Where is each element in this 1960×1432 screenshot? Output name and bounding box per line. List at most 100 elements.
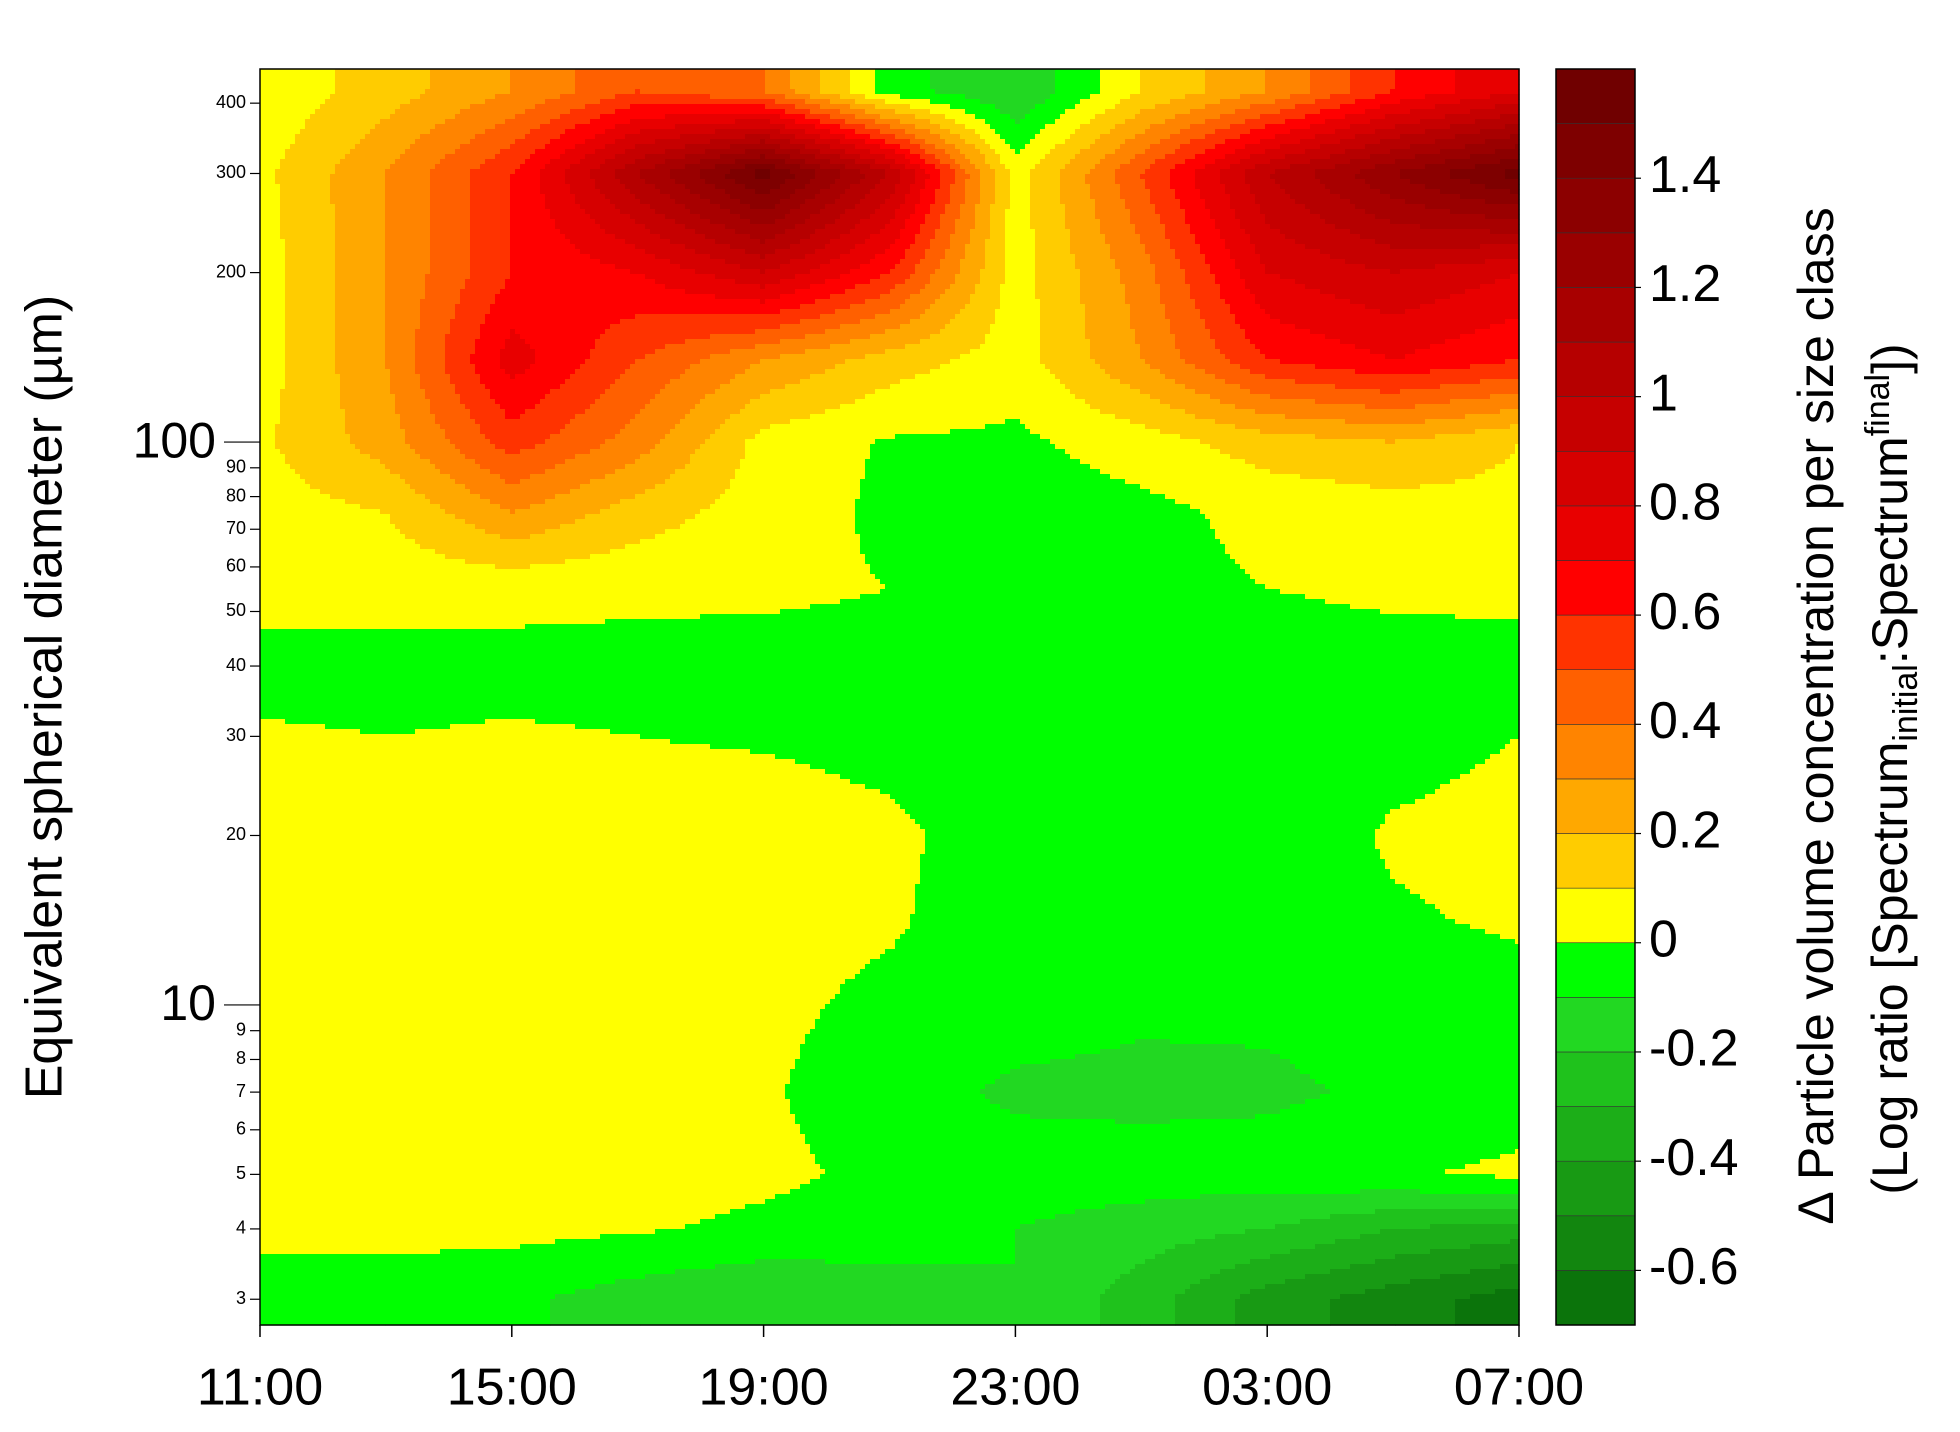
contour-cell (1250, 289, 1266, 295)
contour-cell (770, 134, 796, 140)
contour-cell (865, 354, 891, 360)
contour-cell (1260, 254, 1266, 260)
contour-cell (1015, 709, 1141, 715)
contour-cell (260, 1269, 386, 1275)
contour-cell (385, 1159, 511, 1165)
contour-cell (1420, 304, 1520, 310)
contour-cell (765, 654, 891, 660)
contour-cell (1405, 199, 1486, 205)
contour-cell (385, 834, 511, 840)
contour-cell (640, 464, 686, 470)
contour-cell (795, 274, 841, 280)
contour-cell (1225, 299, 1256, 305)
contour-cell (260, 904, 386, 910)
contour-cell (960, 354, 1016, 360)
contour-cell (765, 74, 791, 80)
contour-cell (810, 234, 841, 240)
contour-cell (510, 439, 546, 445)
contour-cell (1230, 249, 1256, 255)
contour-cell (1265, 1094, 1321, 1100)
contour-cell (1140, 919, 1266, 925)
contour-cell (685, 244, 731, 250)
contour-cell (260, 1094, 386, 1100)
contour-cell (1195, 299, 1226, 305)
contour-cell (1260, 139, 1266, 145)
contour-cell (640, 754, 766, 760)
contour-cell (1015, 1109, 1141, 1115)
contour-cell (1395, 1219, 1520, 1225)
contour-cell (260, 734, 386, 740)
contour-cell (570, 164, 601, 170)
contour-cell (1390, 149, 1396, 155)
contour-cell (1205, 319, 1236, 325)
contour-cell (1140, 319, 1171, 325)
contour-cell (510, 454, 576, 460)
contour-cell (1100, 1049, 1141, 1055)
contour-cell (1460, 774, 1520, 780)
contour-cell (1015, 99, 1046, 105)
contour-cell (820, 89, 851, 95)
contour-cell (1395, 114, 1446, 120)
contour-cell (640, 469, 676, 475)
contour-cell (920, 189, 936, 195)
contour-cell (1265, 889, 1396, 895)
contour-cell (260, 764, 386, 770)
contour-cell (510, 519, 576, 525)
contour-cell (795, 1119, 891, 1125)
contour-cell (640, 774, 766, 780)
contour-cell (640, 1199, 766, 1205)
contour-cell (385, 754, 511, 760)
contour-cell (1140, 909, 1266, 915)
contour-cell (1515, 444, 1520, 450)
contour-cell (510, 869, 641, 875)
x-tick-label: 03:00 (1202, 1359, 1332, 1417)
contour-cell (1215, 129, 1251, 135)
contour-cell (900, 94, 966, 100)
contour-cell (825, 769, 891, 775)
contour-cell (795, 104, 821, 110)
contour-cell (430, 199, 471, 205)
contour-cell (510, 884, 641, 890)
contour-cell (1155, 209, 1186, 215)
contour-cell (640, 1309, 766, 1315)
contour-cell (1265, 734, 1396, 740)
contour-cell (1265, 339, 1341, 345)
contour-cell (640, 454, 691, 460)
contour-cell (1035, 104, 1076, 110)
contour-cell (1265, 454, 1396, 460)
contour-cell (1265, 634, 1396, 640)
contour-cell (980, 184, 996, 190)
contour-cell (1140, 529, 1216, 535)
contour-cell (475, 524, 511, 530)
contour-cell (930, 334, 986, 340)
contour-cell (1110, 244, 1141, 250)
contour-cell (640, 1144, 766, 1150)
contour-cell (955, 174, 971, 180)
contour-cell (285, 364, 336, 370)
contour-cell (525, 109, 571, 115)
contour-cell (615, 234, 641, 240)
contour-cell (745, 449, 766, 455)
contour-cell (600, 224, 641, 230)
contour-cell (1265, 209, 1311, 215)
contour-cell (1395, 794, 1426, 800)
contour-cell (1015, 1064, 1021, 1070)
contour-cell (510, 949, 641, 955)
contour-cell (390, 389, 426, 395)
contour-cell (665, 384, 721, 390)
contour-cell (260, 1144, 386, 1150)
contour-cell (590, 254, 641, 260)
contour-cell (285, 324, 336, 330)
contour-cell (1395, 304, 1421, 310)
contour-cell (1140, 1079, 1266, 1085)
contour-cell (640, 139, 656, 145)
contour-cell (260, 874, 386, 880)
contour-cell (635, 459, 641, 465)
contour-cell (510, 814, 641, 820)
contour-cell (710, 744, 766, 750)
contour-cell (1030, 184, 1061, 190)
contour-cell (385, 294, 426, 300)
contour-cell (450, 724, 511, 730)
contour-cell (935, 199, 951, 205)
contour-cell (1265, 1314, 1331, 1320)
